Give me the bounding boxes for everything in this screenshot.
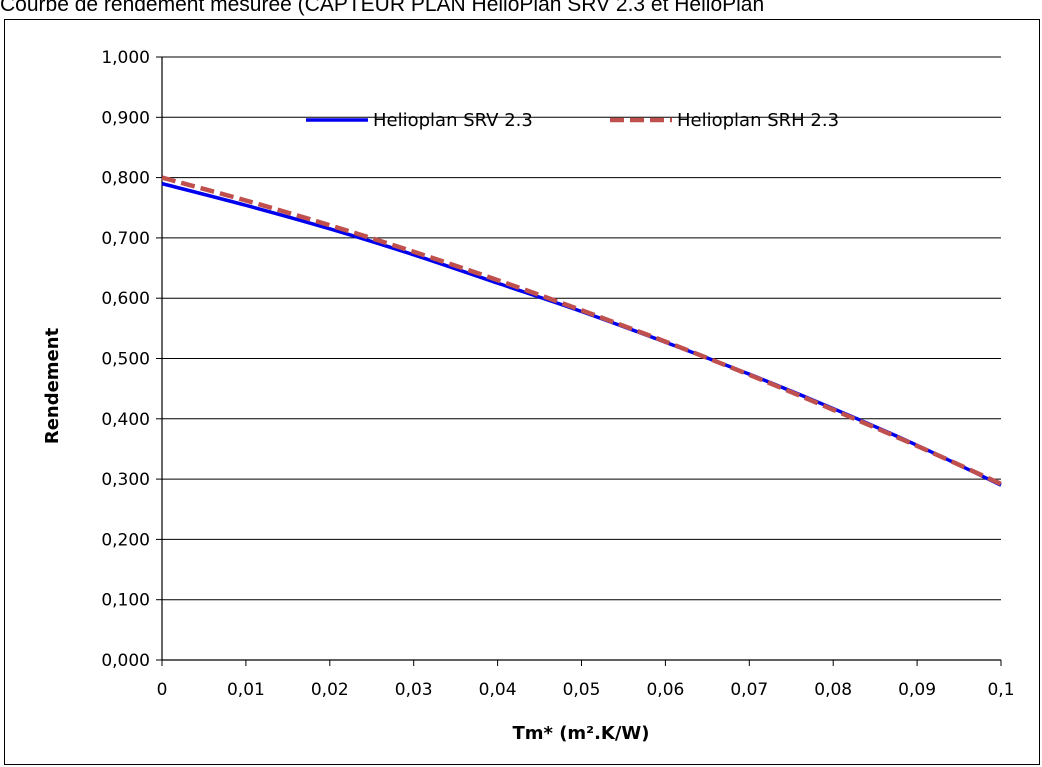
grid-lines [162, 56, 1001, 601]
y-axis-title: Rendement [42, 327, 63, 444]
x-tick-label: 0,06 [646, 680, 684, 700]
chart-frame: 0,000 0,100 0,200 0,300 0,400 0,500 0,600 0,700… [4, 19, 1040, 765]
y-tick-label: 0,700 [101, 229, 150, 249]
x-tick-label: 0,08 [814, 680, 852, 700]
x-tick-label: 0,09 [898, 680, 936, 700]
legend-label-2: Helioplan SRH 2.3 [677, 110, 839, 131]
y-tick-label: 0,400 [101, 410, 150, 430]
series-line-2 [161, 175, 1002, 486]
y-tick-label: 0,600 [101, 289, 150, 309]
x-tick-label: 0 [157, 680, 168, 700]
y-tick-label: 0,900 [101, 108, 150, 128]
y-tick-label: 0,000 [101, 651, 150, 671]
y-tick-label: 0,500 [101, 350, 150, 370]
legend-label-1: Helioplan SRV 2.3 [373, 110, 533, 131]
y-tick-label: 0,100 [101, 591, 150, 611]
x-tick-label: 0,04 [479, 680, 517, 700]
line-chart: 0,000 0,100 0,200 0,300 0,400 0,500 0,600 0,700… [42, 48, 1015, 744]
y-tick-label: 0,800 [101, 169, 150, 189]
legend: Helioplan SRV 2.3 Helioplan SRH 2.3 [306, 110, 839, 131]
series-line-1 [161, 181, 1002, 487]
x-tick-label: 0,1 [987, 680, 1014, 700]
y-tick-label: 1,000 [101, 48, 150, 68]
x-tick-label: 0,03 [395, 680, 433, 700]
x-tick-label: 0,07 [730, 680, 768, 700]
y-tick-label: 0,200 [101, 530, 150, 550]
x-axis-title: Tm* (m².K/W) [512, 723, 649, 744]
x-tick-label: 0,01 [227, 680, 265, 700]
x-tick-label: 0,02 [311, 680, 349, 700]
x-tick-label: 0,05 [563, 680, 601, 700]
chart-title: Courbe de rendement mesurée (CAPTEUR PLA… [0, 0, 765, 16]
tick-labels: 0,000 0,100 0,200 0,300 0,400 0,500 0,600 0,700… [101, 48, 1014, 700]
axes [156, 56, 1002, 666]
series-lines [161, 175, 1002, 487]
y-tick-label: 0,300 [101, 470, 150, 490]
